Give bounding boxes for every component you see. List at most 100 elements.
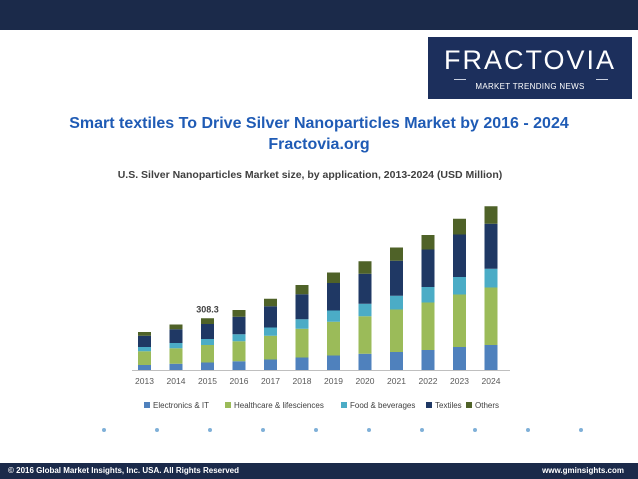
bar-segment	[453, 294, 466, 347]
bar-segment	[358, 303, 372, 317]
bar-segment	[232, 316, 246, 335]
x-tick-label: 2021	[387, 376, 406, 386]
bar-segment	[358, 273, 372, 304]
bar-segment	[232, 334, 246, 342]
bar-segment	[295, 328, 309, 358]
headline-source: Fractovia.org	[268, 136, 370, 153]
slide-dot	[261, 428, 265, 432]
stacked-bar-chart: U.S. Silver Nanoparticles Market size, b…	[118, 169, 510, 410]
slide-dot	[314, 428, 318, 432]
slide-dot	[102, 428, 106, 432]
bar-segment	[327, 310, 340, 322]
bar-segment	[201, 318, 214, 324]
data-label: 308.3	[196, 304, 219, 314]
x-tick-label: 2014	[167, 376, 186, 386]
bar-segment	[169, 363, 183, 370]
slide-dot	[473, 428, 477, 432]
headline: Smart textiles To Drive Silver Nanoparti…	[69, 115, 569, 132]
x-tick-label: 2023	[450, 376, 469, 386]
fractovia-logo: FRACTOVIA MARKET TRENDING NEWS	[428, 37, 632, 99]
bottom-bar	[0, 463, 638, 479]
legend-swatch	[144, 402, 150, 408]
logo-tagline: MARKET TRENDING NEWS	[475, 82, 585, 91]
logo-name: FRACTOVIA	[443, 45, 617, 75]
bar-segment	[295, 319, 309, 329]
bar-segment	[201, 362, 214, 370]
bar-segment	[264, 359, 277, 370]
slide-dot	[526, 428, 530, 432]
legend-label: Others	[475, 401, 499, 410]
bar-segment	[453, 234, 466, 277]
legend-swatch	[225, 402, 231, 408]
legend-label: Electronics & IT	[153, 401, 209, 410]
slide-dot	[208, 428, 212, 432]
bar-segment	[138, 351, 151, 365]
bar-segment	[138, 335, 151, 347]
bar-segment	[390, 260, 403, 296]
x-tick-label: 2020	[356, 376, 375, 386]
x-tick-label: 2018	[293, 376, 312, 386]
bar-segment	[327, 321, 340, 356]
bar-segment	[169, 343, 183, 349]
bar-segment	[358, 261, 372, 274]
bar-segment	[264, 306, 277, 328]
footer-copyright: © 2016 Global Market Insights, Inc. USA.…	[8, 466, 239, 475]
bar-segment	[327, 355, 340, 370]
bar-segment	[232, 341, 246, 362]
bar-segment	[484, 268, 498, 288]
bar-segment	[453, 347, 466, 370]
bar-segment	[138, 365, 151, 370]
x-tick-label: 2019	[324, 376, 343, 386]
bar-segment	[484, 345, 498, 370]
logo-divider-left	[454, 79, 466, 80]
bar-segment	[201, 339, 214, 345]
bar-segment	[390, 295, 403, 310]
x-tick-label: 2017	[261, 376, 280, 386]
bar-segment	[201, 324, 214, 339]
bar-segment	[138, 332, 151, 336]
bar-segment	[421, 350, 435, 370]
chart-title: U.S. Silver Nanoparticles Market size, b…	[118, 169, 503, 181]
bar-segment	[295, 294, 309, 320]
legend-swatch	[341, 402, 347, 408]
x-tick-label: 2024	[482, 376, 501, 386]
bar-segment	[169, 348, 183, 364]
legend-swatch	[426, 402, 432, 408]
logo-divider-right	[596, 79, 608, 80]
legend-label: Textiles	[435, 401, 462, 410]
slide-dots	[0, 428, 638, 438]
legend-label: Food & beverages	[350, 401, 415, 410]
slide-dot	[579, 428, 583, 432]
bar-segment	[327, 272, 340, 283]
bar-segment	[201, 345, 214, 363]
bar-segment	[421, 249, 435, 287]
bar-segment	[453, 277, 466, 295]
bar-segment	[232, 310, 246, 317]
bar-segment	[390, 247, 403, 261]
bar-segment	[390, 352, 403, 370]
bar-segment	[358, 353, 372, 370]
slide-dot	[367, 428, 371, 432]
bar-segment	[169, 329, 183, 343]
bar-segment	[484, 206, 498, 224]
bar-segment	[138, 347, 151, 352]
bar-segment	[264, 298, 277, 307]
bar-segment	[169, 324, 183, 330]
legend-swatch	[466, 402, 472, 408]
bar-segment	[232, 361, 246, 370]
footer-website: www.gminsights.com	[542, 466, 624, 475]
bar-segment	[327, 283, 340, 311]
bar-segment	[295, 285, 309, 295]
bar-segment	[484, 223, 498, 269]
slide-dot	[155, 428, 159, 432]
bar-segment	[264, 327, 277, 336]
bar-segment	[264, 335, 277, 360]
top-bar	[0, 0, 638, 30]
bar-segment	[484, 287, 498, 345]
bar-segment	[295, 357, 309, 370]
x-tick-label: 2022	[419, 376, 438, 386]
bar-segment	[358, 316, 372, 354]
bar-segment	[390, 309, 403, 352]
legend-label: Healthcare & lifesciences	[234, 401, 324, 410]
bar-segment	[421, 287, 435, 303]
